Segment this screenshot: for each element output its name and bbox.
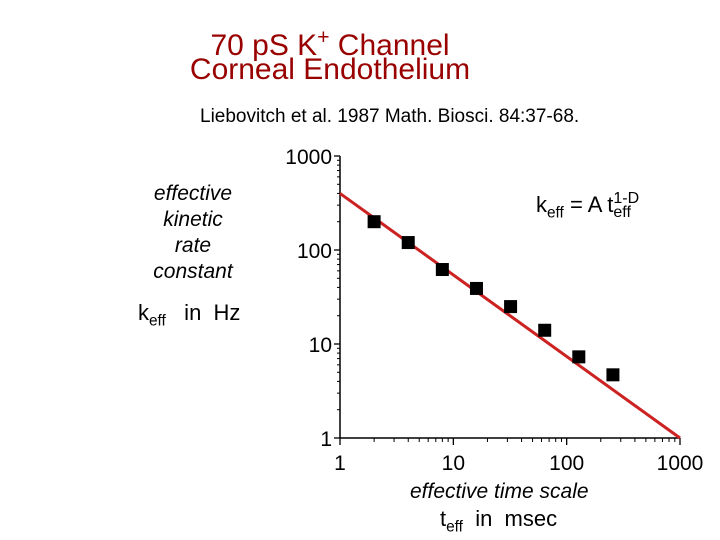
data-point [606, 368, 620, 382]
eq-k: k [536, 192, 547, 217]
x-unit-t: t [440, 506, 447, 531]
eq-mid: = A t [563, 192, 614, 217]
x-tick-label: 10 [442, 452, 465, 475]
y-unit-rest: in Hz [165, 300, 241, 325]
title-main: 70 pS K [210, 29, 318, 62]
data-point [572, 350, 586, 364]
eq-t-superscript: 1-D [613, 190, 640, 208]
y-tick-label: 1000 [285, 146, 332, 169]
y-unit-k: k [138, 300, 149, 325]
x-unit-rest: in msec [462, 506, 558, 531]
y-axis-label: effective kinetic rate constant [113, 181, 273, 285]
y-tick-label: 1 [320, 428, 332, 451]
y-label-line-3: rate [174, 234, 212, 257]
eq-t-subscript: eff [613, 204, 631, 222]
x-tick-label: 100 [549, 452, 584, 475]
data-point [538, 323, 552, 337]
title-superscript: + [317, 26, 330, 49]
fit-equation: keff = A t 1-D eff [536, 190, 640, 222]
fit-line [339, 192, 681, 440]
y-tick-label: 10 [309, 334, 332, 357]
x-axis-label: effective time scale [410, 480, 589, 503]
data-point [401, 236, 415, 250]
x-tick-label: 1000 [657, 452, 704, 475]
y-label-line-1: effective [153, 182, 233, 205]
x-unit-subscript: eff [446, 518, 463, 536]
data-point [469, 281, 483, 295]
data-point [367, 215, 381, 229]
y-axis-unit: keff in Hz [138, 300, 240, 330]
chart-title-line-1: 70 pS K+ Channel [180, 22, 480, 62]
y-tick-label: 100 [297, 240, 332, 263]
y-label-line-4: constant [153, 260, 233, 283]
eq-k-subscript: eff [547, 204, 564, 222]
y-label-line-2: kinetic [163, 208, 223, 231]
data-point [435, 263, 449, 277]
y-unit-subscript: eff [149, 312, 166, 330]
citation: Liebovitch et al. 1987 Math. Biosci. 84:… [200, 106, 580, 127]
chart-title-line-2: Corneal Endothelium [189, 53, 471, 86]
data-point [504, 300, 518, 314]
x-axis-unit: teff in msec [440, 506, 557, 536]
x-tick-label: 1 [334, 452, 346, 475]
title-rest: Channel [329, 29, 450, 62]
